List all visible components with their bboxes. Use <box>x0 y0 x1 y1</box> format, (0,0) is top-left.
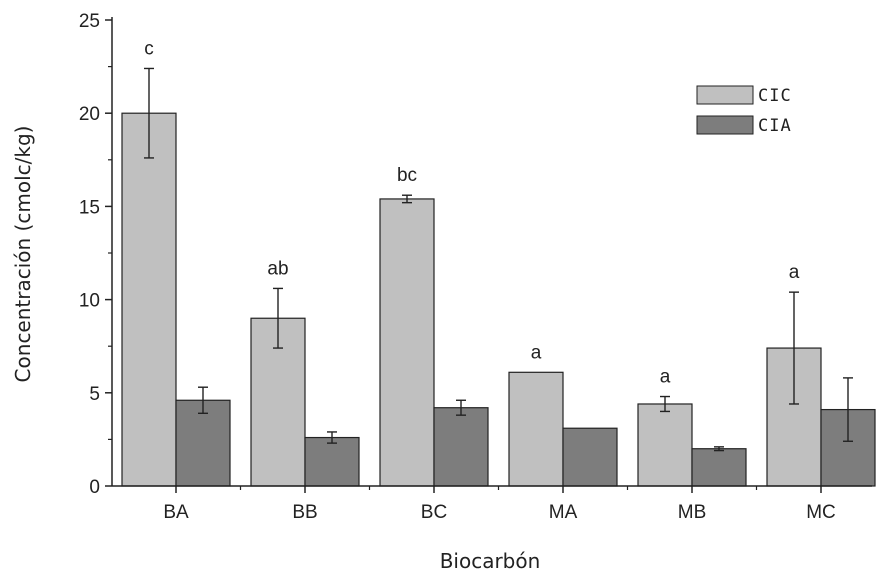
y-tick-label: 10 <box>79 291 100 312</box>
error-bar-cic-bb <box>273 287 283 349</box>
legend-label-cia: CIA <box>758 116 792 136</box>
error-bar-cic-mb <box>660 395 670 413</box>
x-tick-label-bc: BC <box>421 502 447 523</box>
y-tick-label: 15 <box>79 197 100 218</box>
bar-cic-mb <box>637 403 693 487</box>
significance-label-mb: a <box>660 367 671 388</box>
error-bar-cia-mb <box>714 446 724 452</box>
x-tick-label-mb: MB <box>678 502 707 523</box>
bar-cic-ma <box>508 371 564 487</box>
error-bar-cia-bb <box>327 431 337 444</box>
x-tick-label-ba: BA <box>163 502 189 523</box>
error-bar-cic-bc <box>402 194 412 204</box>
x-axis-title: Biocarbón <box>440 549 541 573</box>
bar-cia-bc <box>433 407 489 487</box>
y-tick-label: 20 <box>79 104 100 125</box>
bars-layer <box>121 67 876 487</box>
error-bar-cic-mc <box>789 291 799 405</box>
y-tick-label: 25 <box>79 11 100 32</box>
bar-cia-mb <box>691 448 747 487</box>
ticks-layer <box>105 19 822 493</box>
significance-label-bc: bc <box>397 165 417 186</box>
significance-label-mc: a <box>789 262 800 283</box>
legend-swatch-cia <box>696 115 754 135</box>
error-bar-cia-bc <box>456 399 466 416</box>
bar-cia-ma <box>562 427 618 487</box>
labels-layer: 0 5 10 15 20 25 BA c BB ab BC bc MA a MB a MC a <box>79 11 836 523</box>
legend-swatch-cic <box>696 85 754 105</box>
x-tick-label-ma: MA <box>549 502 578 523</box>
axes-layer <box>111 17 872 487</box>
significance-label-ma: a <box>531 342 542 363</box>
legend-label-cic: CIC <box>758 86 792 106</box>
error-bar-cia-mc <box>843 377 853 442</box>
significance-label-ba: c <box>144 38 154 59</box>
x-tick-label-bb: BB <box>292 502 317 523</box>
error-bar-cic-ba <box>144 67 154 159</box>
y-axis-title: Concentración (cmolc/kg) <box>11 126 35 383</box>
legend: CIC CIA <box>696 85 792 136</box>
significance-label-bb: ab <box>267 258 288 279</box>
y-tick-label: 0 <box>89 477 100 498</box>
error-bar-cia-ba <box>198 386 208 415</box>
bar-cia-bb <box>304 436 360 487</box>
x-tick-label-mc: MC <box>806 502 836 523</box>
y-tick-label: 5 <box>89 384 100 405</box>
bar-cic-ba <box>121 112 177 487</box>
bar-cic-bc <box>379 198 435 487</box>
